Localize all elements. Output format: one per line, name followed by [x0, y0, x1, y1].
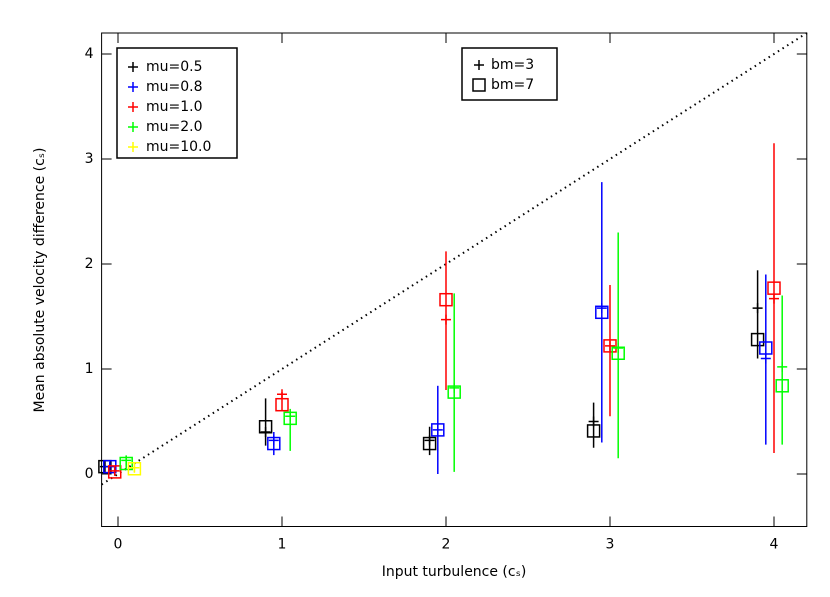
square-marker — [275, 397, 289, 412]
plus-marker — [760, 353, 771, 364]
square-marker — [127, 462, 142, 476]
plot-frame — [101, 32, 808, 527]
legend-label: bm=3 — [491, 57, 534, 73]
legend-symbol — [128, 62, 138, 72]
x-tick-label: 0 — [114, 537, 123, 553]
plus-marker — [449, 382, 460, 393]
legend-label: mu=1.0 — [146, 99, 203, 115]
square-marker — [775, 379, 789, 393]
y-tick-label: 0 — [85, 466, 94, 482]
legend-label: mu=10.0 — [146, 139, 211, 155]
legend-symbol — [128, 142, 138, 152]
plus-marker — [752, 303, 763, 314]
plus-marker — [432, 424, 443, 435]
y-tick-label: 2 — [85, 256, 94, 272]
square-marker — [267, 436, 281, 451]
square-marker — [447, 385, 461, 399]
y-axis-label: Mean absolute velocity difference (cₛ) — [32, 148, 48, 413]
y-tick-label: 4 — [85, 46, 94, 62]
square-marker — [750, 332, 765, 347]
y-tick-label: 3 — [85, 151, 94, 167]
square-marker — [767, 281, 781, 295]
legend-symbol — [128, 122, 138, 132]
plus-marker — [769, 293, 779, 304]
legend-label: mu=2.0 — [146, 119, 203, 135]
square-marker — [283, 411, 297, 426]
plus-marker — [777, 361, 788, 372]
plus-marker — [277, 389, 287, 400]
x-tick-label: 1 — [278, 537, 287, 553]
square-marker — [431, 423, 445, 437]
square-marker — [611, 346, 625, 360]
square-marker — [422, 436, 437, 451]
legend-label: mu=0.5 — [146, 59, 203, 75]
legend-label: bm=7 — [491, 77, 534, 93]
plus-marker — [109, 465, 120, 476]
plus-marker — [596, 303, 607, 314]
x-axis-label: Input turbulence (cₛ) — [382, 564, 527, 580]
plus-marker — [441, 314, 451, 325]
plus-marker — [129, 462, 140, 473]
square-marker — [258, 420, 273, 434]
plus-marker — [605, 340, 615, 351]
legend-symbol — [474, 60, 484, 70]
legend-symbol — [128, 102, 138, 112]
x-tick-label: 2 — [442, 537, 451, 553]
square-marker — [439, 292, 453, 307]
legend-symbol — [128, 82, 138, 92]
legend-symbol — [472, 78, 486, 92]
square-marker — [107, 465, 122, 479]
diagonal-line — [101, 32, 808, 486]
square-marker — [586, 424, 601, 438]
legend-label: mu=0.8 — [146, 79, 203, 95]
y-tick-label: 1 — [85, 361, 94, 377]
square-marker — [595, 305, 609, 320]
x-tick-label: 3 — [606, 537, 615, 553]
square-marker — [603, 339, 617, 353]
square-marker — [759, 341, 773, 355]
x-tick-label: 4 — [770, 537, 779, 553]
